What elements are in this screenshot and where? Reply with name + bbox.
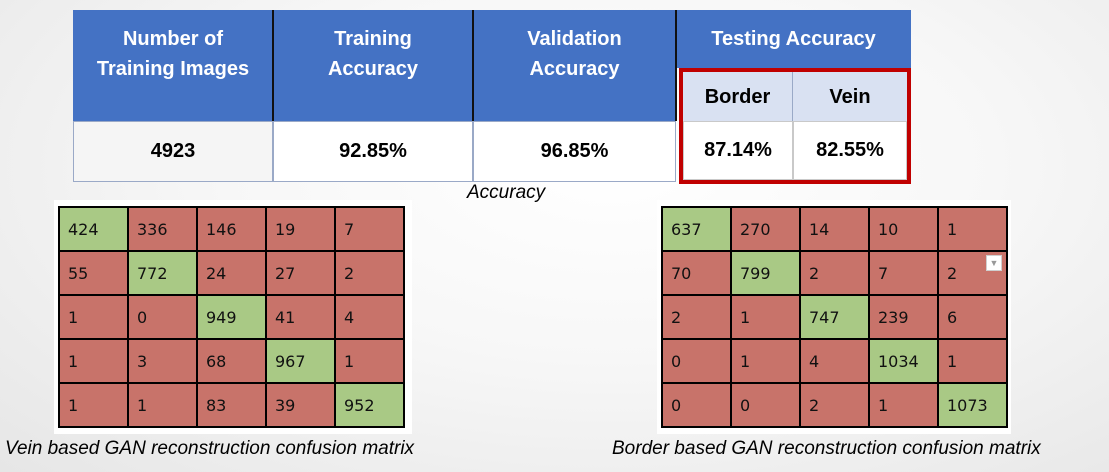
- matrix-cell: 10: [870, 208, 939, 252]
- matrix-cell: 24: [198, 252, 267, 296]
- matrix-cell: 1: [939, 340, 1008, 384]
- value-validation-accuracy: 96.85%: [540, 140, 609, 162]
- matrix-cell: 1034: [870, 340, 939, 384]
- matrix-cell: 19: [267, 208, 336, 252]
- filter-dropdown-button[interactable]: ▼: [986, 255, 1002, 271]
- subheader-vein-label: Vein: [829, 85, 871, 108]
- matrix-cell: 747: [801, 296, 870, 340]
- matrix-cell: 3: [129, 340, 198, 384]
- vein-matrix-caption: Vein based GAN reconstruction confusion …: [5, 438, 415, 459]
- vein-matrix-panel: 424 336 146 19 7 55 772 24 27 2 1 0 949 41 4 1 3 68 967 1 1 1…: [54, 200, 412, 434]
- matrix-cell: 0: [732, 384, 801, 428]
- matrix-cell: 2: [801, 252, 870, 296]
- matrix-cell: 967: [267, 340, 336, 384]
- header-divider: [272, 10, 274, 121]
- matrix-cell: 2: [336, 252, 405, 296]
- matrix-cell: 6: [939, 296, 1008, 340]
- matrix-cell: 1: [732, 340, 801, 384]
- matrix-cell: 1: [336, 340, 405, 384]
- matrix-cell: 799: [732, 252, 801, 296]
- accuracy-caption: Accuracy: [467, 182, 546, 203]
- matrix-cell: 1: [60, 384, 129, 428]
- accuracy-table: Number of Training Images Training Accur…: [0, 0, 1109, 210]
- matrix-cell: 424: [60, 208, 129, 252]
- matrix-cell: 146: [198, 208, 267, 252]
- value-border-accuracy: 87.14%: [704, 139, 772, 161]
- value-number-of-training-images: 4923: [150, 140, 196, 162]
- border-confusion-matrix: 637 270 14 10 1 70 799 2 7 2 2 1 747 239 6 0 1 4 1034 1 0 0 2 1…: [661, 206, 1008, 428]
- matrix-cell: 0: [663, 340, 732, 384]
- header-validation-accuracy: Validation Accuracy: [473, 10, 676, 121]
- cell-border-accuracy: 87.14%: [683, 121, 793, 180]
- matrix-cell: 1: [732, 296, 801, 340]
- value-training-accuracy: 92.85%: [339, 140, 407, 162]
- matrix-cell: 270: [732, 208, 801, 252]
- matrix-cell: 239: [870, 296, 939, 340]
- header-training-accuracy-label: Training Accuracy: [327, 28, 419, 80]
- matrix-cell: 83: [198, 384, 267, 428]
- cell-vein-accuracy: 82.55%: [793, 121, 907, 180]
- value-vein-accuracy: 82.55%: [816, 139, 884, 161]
- matrix-cell: 7: [336, 208, 405, 252]
- header-training-accuracy: Training Accuracy: [273, 10, 473, 121]
- matrix-cell: 949: [198, 296, 267, 340]
- matrix-cell: 0: [129, 296, 198, 340]
- matrix-cell: 1: [129, 384, 198, 428]
- header-validation-accuracy-label: Validation Accuracy: [527, 28, 622, 80]
- matrix-cell: 14: [801, 208, 870, 252]
- matrix-cell: 772: [129, 252, 198, 296]
- matrix-cell: 7: [870, 252, 939, 296]
- header-divider: [675, 10, 677, 121]
- matrix-cell: 336: [129, 208, 198, 252]
- matrix-cell: 637: [663, 208, 732, 252]
- matrix-cell: 1: [939, 208, 1008, 252]
- vein-confusion-matrix: 424 336 146 19 7 55 772 24 27 2 1 0 949 41 4 1 3 68 967 1 1 1…: [58, 206, 405, 428]
- header-number-of-training-images-label: Number of Training Images: [96, 28, 250, 80]
- cell-validation-accuracy: 96.85%: [473, 121, 676, 182]
- border-matrix-panel: 637 270 14 10 1 70 799 2 7 2 2 1 747 239 6 0 1 4 1034 1 0 0 2 1…: [657, 200, 1011, 434]
- header-testing-accuracy: Testing Accuracy: [676, 10, 911, 68]
- matrix-cell: 41: [267, 296, 336, 340]
- cell-number-of-training-images: 4923: [73, 121, 273, 182]
- matrix-cell: 1: [60, 296, 129, 340]
- border-matrix-caption: Border based GAN reconstruction confusio…: [612, 438, 1041, 459]
- matrix-cell: 27: [267, 252, 336, 296]
- subheader-border-label: Border: [704, 85, 771, 108]
- matrix-cell: 70: [663, 252, 732, 296]
- matrix-cell: 1073: [939, 384, 1008, 428]
- header-testing-accuracy-label: Testing Accuracy: [711, 28, 876, 50]
- cell-training-accuracy: 92.85%: [273, 121, 473, 182]
- matrix-cell: 4: [336, 296, 405, 340]
- matrix-cell: 68: [198, 340, 267, 384]
- subheader-border: Border: [683, 72, 793, 122]
- matrix-cell: 1: [60, 340, 129, 384]
- matrix-cell: 4: [801, 340, 870, 384]
- subheader-vein: Vein: [793, 72, 907, 122]
- matrix-cell: 0: [663, 384, 732, 428]
- matrix-cell: 2: [663, 296, 732, 340]
- header-number-of-training-images: Number of Training Images: [73, 10, 273, 121]
- matrix-cell: 55: [60, 252, 129, 296]
- chevron-down-icon: ▼: [989, 258, 999, 268]
- header-divider: [472, 10, 474, 121]
- matrix-cell: 952: [336, 384, 405, 428]
- matrix-cell: 2: [801, 384, 870, 428]
- matrix-cell: 39: [267, 384, 336, 428]
- matrix-cell: 1: [870, 384, 939, 428]
